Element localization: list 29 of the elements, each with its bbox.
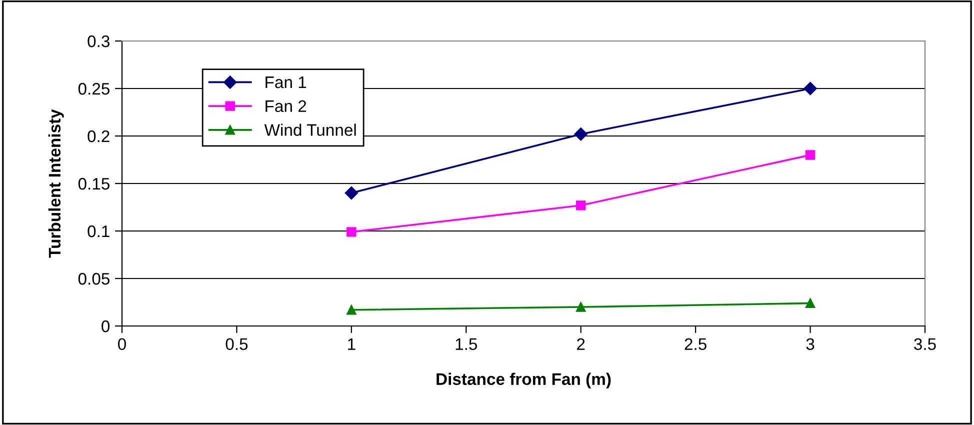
y-tick-label: 0.15 — [78, 178, 110, 190]
legend-label: Fan 2 — [266, 100, 306, 112]
legend-label: Fan 1 — [266, 76, 306, 88]
y-tick-label: 0.3 — [88, 35, 110, 48]
y-tick-label: 0.25 — [78, 82, 110, 95]
x-tick-label: 3 — [806, 338, 814, 350]
x-tick-label: 1.5 — [456, 338, 478, 350]
point — [344, 186, 358, 200]
x-tick-label: 0 — [118, 338, 126, 350]
x-tick-label: 3.5 — [914, 338, 936, 350]
y-tick-label: 0.1 — [88, 225, 110, 238]
point — [576, 302, 586, 312]
point — [805, 298, 816, 308]
x-tick-label: 2.5 — [684, 338, 706, 350]
x-tick-label: 2 — [577, 338, 585, 350]
point — [805, 150, 816, 160]
y-tick-label: 0.05 — [78, 272, 110, 285]
legend-label: Wind Tunnel — [264, 124, 356, 136]
point — [346, 304, 356, 315]
point — [574, 128, 588, 141]
x-tick-label: 1 — [348, 338, 356, 350]
y-tick-label: 0.2 — [88, 130, 110, 142]
point — [576, 200, 586, 210]
point — [346, 227, 356, 237]
x-tick-label: 0.5 — [226, 338, 248, 350]
x-axis-title: Distance from Fan (m) — [436, 372, 611, 388]
y-axis-title: Turbulent Intenisty — [48, 109, 64, 258]
y-tick-label: 0 — [102, 320, 110, 332]
point — [804, 82, 817, 96]
